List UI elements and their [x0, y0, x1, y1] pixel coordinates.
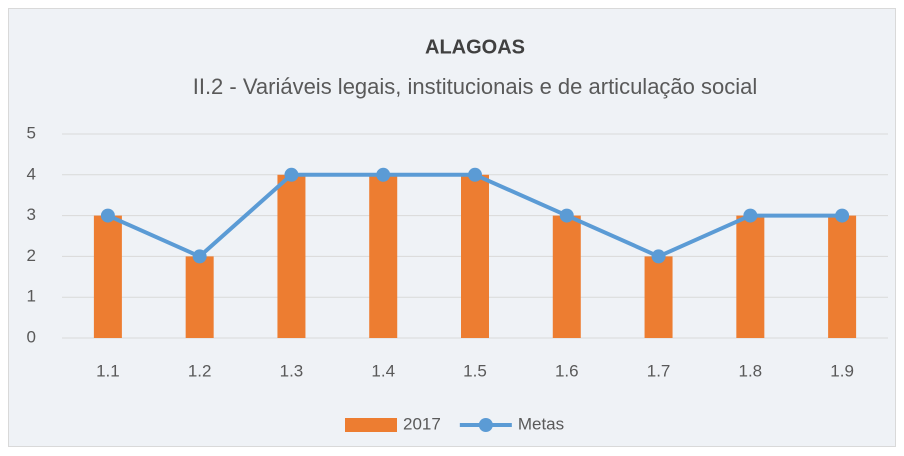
- x-tick-label: 1.8: [739, 361, 763, 380]
- x-tick-label: 1.3: [280, 361, 304, 380]
- marker: [835, 208, 850, 223]
- bar: [369, 174, 398, 338]
- x-tick-label: 1.1: [96, 361, 120, 380]
- marker: [743, 208, 758, 223]
- bar: [644, 256, 673, 338]
- chart-subtitle: II.2 - Variáveis legais, institucionais …: [193, 74, 758, 99]
- marker: [651, 249, 666, 264]
- bar: [828, 215, 857, 338]
- x-tick-label: 1.4: [371, 361, 395, 380]
- marker: [192, 249, 207, 264]
- chart-title: ALAGOAS: [425, 36, 525, 58]
- x-tick-label: 1.5: [463, 361, 487, 380]
- marker: [376, 167, 391, 182]
- bar: [277, 174, 306, 338]
- legend-label: 2017: [403, 414, 441, 433]
- y-tick-label: 1: [27, 287, 36, 306]
- x-tick-label: 1.6: [555, 361, 579, 380]
- y-tick-label: 3: [27, 205, 36, 224]
- bar: [736, 215, 765, 338]
- x-tick-label: 1.9: [830, 361, 854, 380]
- marker: [468, 167, 482, 182]
- legend-marker: [478, 418, 493, 432]
- x-tick-label: 1.7: [647, 361, 671, 380]
- bar: [93, 215, 122, 338]
- legend-swatch: [345, 418, 397, 432]
- bar: [461, 174, 489, 338]
- y-tick-label: 2: [27, 246, 36, 265]
- y-tick-label: 4: [27, 164, 36, 183]
- marker: [284, 167, 299, 182]
- y-tick-label: 5: [27, 123, 36, 142]
- legend-label: Metas: [518, 414, 564, 433]
- marker: [100, 208, 115, 223]
- bar: [552, 215, 581, 338]
- y-tick-label: 0: [27, 327, 36, 346]
- bar: [185, 256, 214, 338]
- x-tick-label: 1.2: [188, 361, 212, 380]
- marker: [559, 208, 574, 223]
